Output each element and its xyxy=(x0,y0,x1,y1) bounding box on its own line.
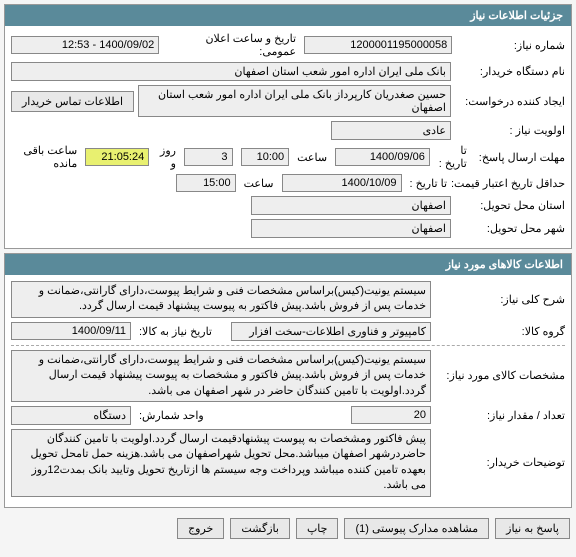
reply-button[interactable]: پاسخ به نیاز xyxy=(495,518,570,539)
needs-info-panel: جزئیات اطلاعات نیاز شماره نیاز: 12000011… xyxy=(4,4,572,249)
exit-button[interactable]: خروج xyxy=(177,518,224,539)
creator-label: ایجاد کننده درخواست: xyxy=(455,95,565,108)
creator-value: حسین صغدریان کارپرداز بانک ملی ایران ادا… xyxy=(138,85,451,117)
delivery-state-value: اصفهان xyxy=(251,196,451,215)
priority-label: اولویت نیاز : xyxy=(455,124,565,137)
need-number-value: 1200001195000058 xyxy=(304,36,452,54)
print-button[interactable]: چاپ xyxy=(296,518,339,539)
delivery-city-value: اصفهان xyxy=(251,219,451,238)
to-date-label-2: تا تاریخ : xyxy=(406,177,451,190)
contact-buyer-button[interactable]: اطلاعات تماس خریدار xyxy=(11,91,134,112)
row-delivery-state: استان محل تحویل: اصفهان xyxy=(11,196,565,215)
deadline-label: مهلت ارسال پاسخ: xyxy=(475,151,565,164)
remain-time-label: ساعت باقی مانده xyxy=(11,144,81,170)
footer-buttons: پاسخ به نیاز مشاهده مدارک پیوستی (1) چاپ… xyxy=(0,512,576,545)
desc-value: سیستم یونیت(کیس)براساس مشخصات فنی و شرای… xyxy=(11,281,431,318)
need-date-label: تاریخ نیاز به کالا: xyxy=(135,325,216,338)
qty-value: 20 xyxy=(351,406,431,424)
panel1-header: جزئیات اطلاعات نیاز xyxy=(5,5,571,26)
row-buyer: نام دستگاه خریدار: بانک ملی ایران اداره … xyxy=(11,62,565,81)
announce-label: تاریخ و ساعت اعلان عمومی: xyxy=(163,32,300,58)
row-deadline: مهلت ارسال پاسخ: تا تاریخ : 1400/09/06 س… xyxy=(11,144,565,170)
row-notes: توضیحات خریدار: پیش فاکتور ومشخصات به پی… xyxy=(11,429,565,497)
back-button[interactable]: بازگشت xyxy=(230,518,290,539)
validity-label: حداقل تاریخ اعتبار قیمت: xyxy=(455,177,565,190)
notes-label: توضیحات خریدار: xyxy=(435,456,565,469)
need-date-value: 1400/09/11 xyxy=(11,322,131,340)
row-priority: اولویت نیاز : عادی xyxy=(11,121,565,140)
goods-info-panel: اطلاعات کالاهای مورد نیاز شرح کلی نیاز: … xyxy=(4,253,572,508)
remain-days: 3 xyxy=(184,148,233,166)
row-creator: ایجاد کننده درخواست: حسین صغدریان کارپرد… xyxy=(11,85,565,117)
validity-time: 15:00 xyxy=(176,174,236,192)
priority-value: عادی xyxy=(331,121,451,140)
row-validity: حداقل تاریخ اعتبار قیمت: تا تاریخ : 1400… xyxy=(11,174,565,192)
row-group: گروه کالا: کامپیوتر و فناوری اطلاعات-سخت… xyxy=(11,322,565,341)
row-desc: شرح کلی نیاز: سیستم یونیت(کیس)براساس مشخ… xyxy=(11,281,565,318)
attachments-button[interactable]: مشاهده مدارک پیوستی (1) xyxy=(344,518,489,539)
unit-label: واحد شمارش: xyxy=(135,409,208,422)
buyer-label: نام دستگاه خریدار: xyxy=(455,65,565,78)
row-need-number: شماره نیاز: 1200001195000058 تاریخ و ساع… xyxy=(11,32,565,58)
deadline-time: 10:00 xyxy=(241,148,290,166)
spec-label: مشخصات کالای مورد نیاز: xyxy=(435,369,565,382)
spec-value: سیستم یونیت(کیس)براساس مشخصات فنی و شرای… xyxy=(11,350,431,402)
panel2-body: شرح کلی نیاز: سیستم یونیت(کیس)براساس مشخ… xyxy=(5,275,571,507)
validity-date: 1400/10/09 xyxy=(282,174,402,192)
separator xyxy=(11,345,565,346)
panel2-header: اطلاعات کالاهای مورد نیاز xyxy=(5,254,571,275)
remain-days-label: روز و xyxy=(153,144,180,170)
notes-value: پیش فاکتور ومشخصات به پیوست پیشنهادقیمت … xyxy=(11,429,431,497)
time-label-1: ساعت xyxy=(293,151,331,164)
qty-label: تعداد / مقدار نیاز: xyxy=(435,409,565,422)
unit-value: دستگاه xyxy=(11,406,131,425)
panel1-body: شماره نیاز: 1200001195000058 تاریخ و ساع… xyxy=(5,26,571,248)
group-label: گروه کالا: xyxy=(435,325,565,338)
row-qty: تعداد / مقدار نیاز: 20 واحد شمارش: دستگا… xyxy=(11,406,565,425)
remain-time: 21:05:24 xyxy=(85,148,149,166)
time-label-2: ساعت xyxy=(240,177,278,190)
row-delivery-city: شهر محل تحویل: اصفهان xyxy=(11,219,565,238)
buyer-value: بانک ملی ایران اداره امور شعب استان اصفه… xyxy=(11,62,451,81)
deadline-date: 1400/09/06 xyxy=(335,148,430,166)
row-spec: مشخصات کالای مورد نیاز: سیستم یونیت(کیس)… xyxy=(11,350,565,402)
desc-label: شرح کلی نیاز: xyxy=(435,293,565,306)
announce-value: 1400/09/02 - 12:53 xyxy=(11,36,159,54)
group-value: کامپیوتر و فناوری اطلاعات-سخت افزار xyxy=(231,322,431,341)
need-number-label: شماره نیاز: xyxy=(456,39,565,52)
to-date-label: تا تاریخ : xyxy=(434,144,471,170)
delivery-state-label: استان محل تحویل: xyxy=(455,199,565,212)
delivery-city-label: شهر محل تحویل: xyxy=(455,222,565,235)
